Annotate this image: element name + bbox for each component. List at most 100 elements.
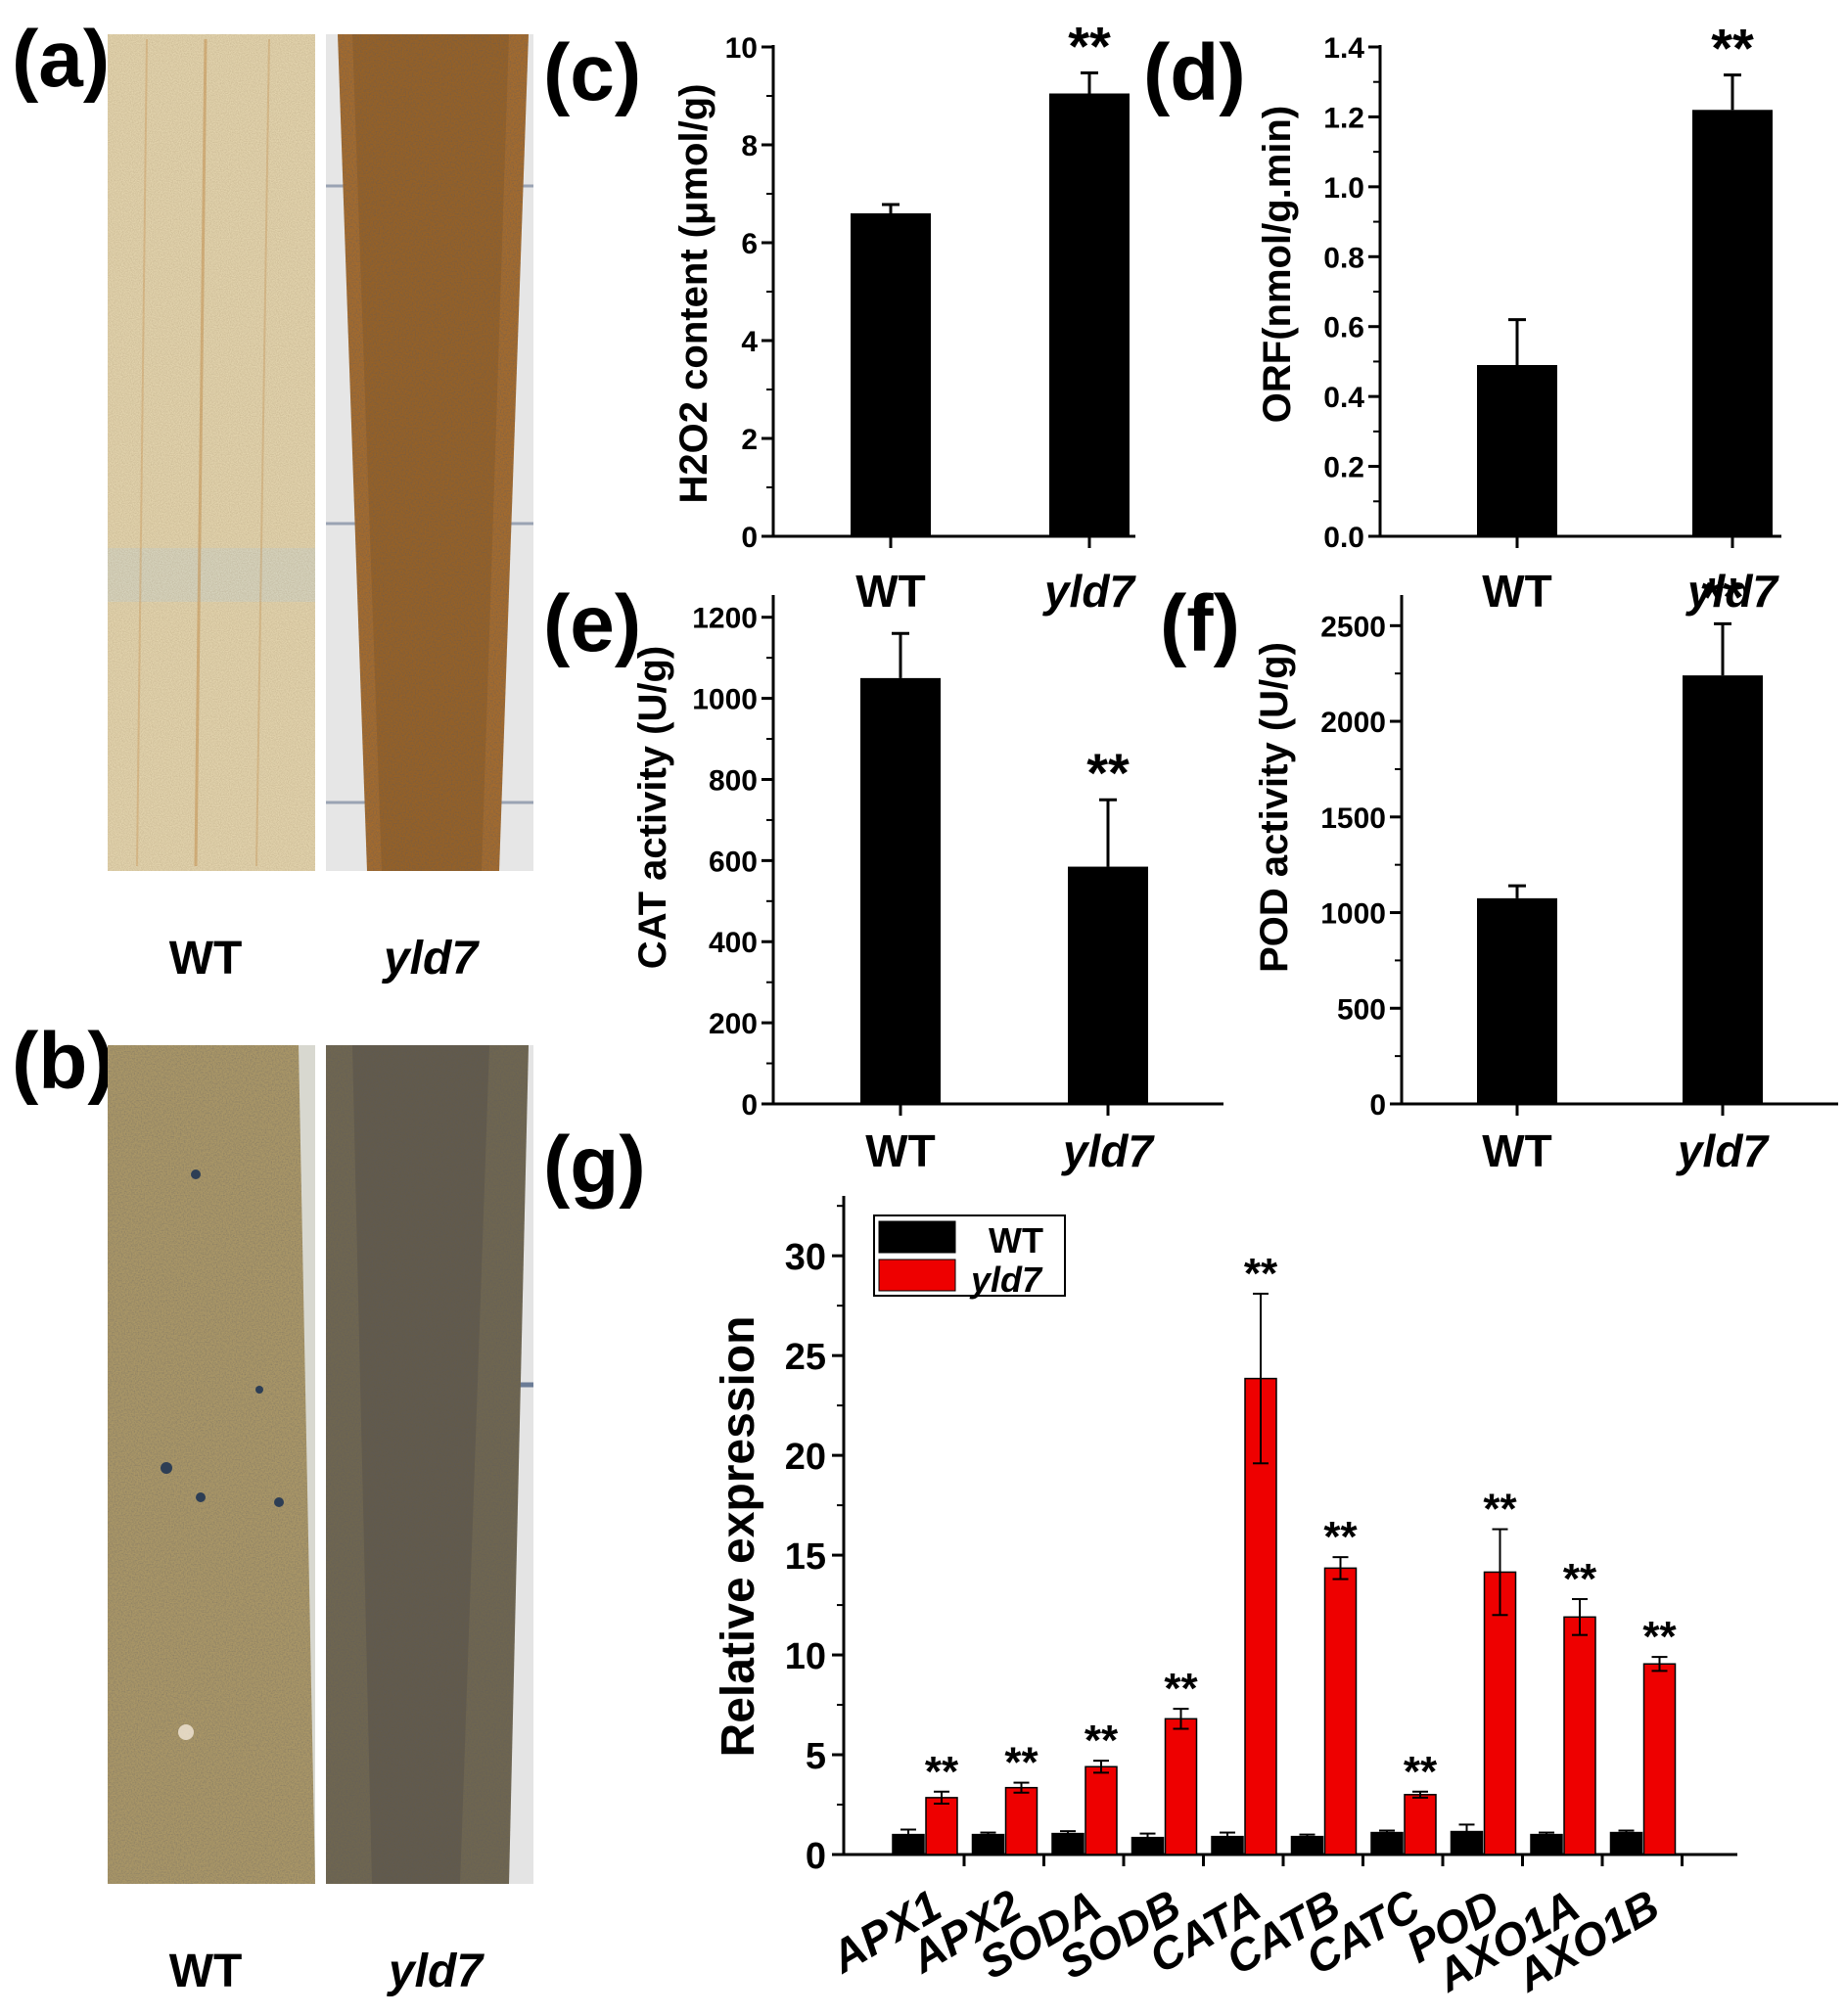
significance-marker: ** xyxy=(1323,1513,1358,1561)
y-tick-label: 8 xyxy=(741,130,758,162)
y-tick-label: 200 xyxy=(709,1008,758,1040)
chart-e-ylabel: CAT activity (U/g) xyxy=(631,646,674,969)
bar-catc-wt xyxy=(1370,1831,1404,1856)
chart-e-cat-activity: 0 200 400 600 800 1000 1200 WT yld7 ** xyxy=(692,595,1223,1176)
y-tick-label: 0.0 xyxy=(1323,522,1364,554)
y-tick-label: 600 xyxy=(709,846,758,878)
bar-apx1-yld7 xyxy=(925,1797,958,1856)
leaf-photo-yld7-nbt xyxy=(326,1045,533,1884)
y-tick-label: 1500 xyxy=(1320,802,1386,835)
x-category-label: yld7 xyxy=(1676,1125,1770,1176)
y-tick-label: 0 xyxy=(741,522,758,554)
x-category-label: yld7 xyxy=(1061,1125,1155,1176)
chart-c-ylabel: H2O2 content (μmol/g) xyxy=(672,84,715,504)
y-tick-label: 0 xyxy=(806,1836,826,1877)
y-tick-label: 500 xyxy=(1337,993,1386,1026)
y-tick-label: 30 xyxy=(785,1237,826,1278)
bar-catc-yld7 xyxy=(1404,1794,1437,1856)
y-tick-label: 20 xyxy=(785,1437,826,1478)
panel-letter-c: (c) xyxy=(543,28,641,117)
y-tick-label: 0.4 xyxy=(1323,382,1364,414)
panel-letter-e: (e) xyxy=(543,579,641,668)
significance-marker: ** xyxy=(1642,1613,1677,1661)
x-category-label: WT xyxy=(865,1125,936,1176)
bar-yld7 xyxy=(1683,675,1763,1104)
bar-wt xyxy=(860,677,941,1104)
y-tick-label: 400 xyxy=(709,927,758,959)
panel-letter-b: (b) xyxy=(12,1017,115,1106)
y-tick-label: 2500 xyxy=(1320,611,1386,643)
chart-g-ylabel: Relative expression xyxy=(713,1316,764,1758)
y-tick-label: 2000 xyxy=(1320,707,1386,739)
chart-g-relative-expression: 051015202530**APX1**APX2**SODA**SODB**CA… xyxy=(785,1196,1737,2001)
panel-letter-a: (a) xyxy=(12,15,110,104)
bar-axo1a-yld7 xyxy=(1563,1616,1596,1856)
y-tick-label: 0 xyxy=(1369,1089,1386,1122)
chart-d-ylabel: ORF(nmol/g.min) xyxy=(1256,106,1299,423)
panel-letter-g: (g) xyxy=(543,1121,646,1210)
caption-a-yld7: yld7 xyxy=(382,933,480,985)
chart-c-h2o2-content: 0 2 4 6 8 10 WT yld7 ** xyxy=(725,16,1137,618)
significance-marker: ** xyxy=(1086,742,1130,803)
bar-apx2-yld7 xyxy=(1004,1786,1038,1856)
bar-wt xyxy=(851,213,931,536)
significance-marker: ** xyxy=(1563,1555,1597,1603)
panel-letter-d: (d) xyxy=(1143,28,1246,117)
y-tick-label: 800 xyxy=(709,764,758,797)
y-tick-label: 1000 xyxy=(1320,898,1386,931)
x-category-label: yld7 xyxy=(1042,566,1136,617)
bar-wt xyxy=(1477,365,1557,536)
significance-marker: ** xyxy=(1085,1717,1119,1764)
y-tick-label: 0.6 xyxy=(1323,312,1364,344)
y-tick-label: 5 xyxy=(806,1736,826,1777)
caption-b-wt: WT xyxy=(169,1946,243,1997)
bar-catb-yld7 xyxy=(1323,1567,1358,1856)
bar-pod-yld7 xyxy=(1483,1571,1517,1856)
legend-swatch-yld7 xyxy=(878,1259,956,1292)
bar-wt xyxy=(1477,897,1557,1104)
bar-apx2-wt xyxy=(971,1833,1005,1856)
chart-f-ylabel: POD activity (U/g) xyxy=(1253,642,1296,973)
y-tick-label: 10 xyxy=(785,1636,826,1677)
y-tick-label: 1.4 xyxy=(1323,32,1364,65)
leaf-photo-wt-nbt xyxy=(108,1045,315,1884)
bar-sodb-yld7 xyxy=(1164,1718,1198,1856)
y-tick-label: 0.2 xyxy=(1323,452,1364,484)
legend-swatch-wt xyxy=(878,1220,956,1254)
y-tick-label: 1200 xyxy=(692,603,758,635)
y-tick-label: 6 xyxy=(741,228,758,260)
significance-marker: ** xyxy=(1164,1665,1198,1713)
significance-marker: ** xyxy=(1244,1250,1278,1298)
leaf-photo-yld7-dab xyxy=(326,34,533,871)
x-category-label: yld7 xyxy=(1685,566,1779,617)
legend-label-yld7: yld7 xyxy=(969,1260,1043,1300)
significance-marker: ** xyxy=(1068,16,1111,77)
y-tick-label: 4 xyxy=(741,326,758,358)
bar-axo1b-wt xyxy=(1609,1831,1643,1856)
y-tick-label: 1000 xyxy=(692,684,758,716)
caption-a-wt: WT xyxy=(169,933,243,985)
significance-marker: ** xyxy=(1483,1486,1517,1534)
chart-d-orf: 0.0 0.2 0.4 0.6 0.8 1.0 1.2 1.4 WT yld7 ** xyxy=(1323,18,1781,617)
y-tick-label: 2 xyxy=(741,424,758,456)
y-tick-label: 0.8 xyxy=(1323,242,1364,274)
y-tick-label: 0 xyxy=(741,1089,758,1122)
y-tick-label: 1.2 xyxy=(1323,102,1364,134)
bar-axo1a-wt xyxy=(1530,1833,1563,1856)
legend-label-wt: WT xyxy=(989,1220,1043,1260)
leaf-photo-wt-dab xyxy=(108,34,315,871)
bar-yld7 xyxy=(1692,110,1773,537)
significance-marker: ** xyxy=(1004,1739,1038,1787)
bar-yld7 xyxy=(1049,93,1130,536)
bar-yld7 xyxy=(1068,866,1148,1104)
bar-axo1b-yld7 xyxy=(1642,1663,1677,1856)
y-tick-label: 1.0 xyxy=(1323,172,1364,205)
x-category-label: WT xyxy=(855,566,926,617)
x-category-label: WT xyxy=(1482,566,1552,617)
y-tick-label: 10 xyxy=(725,32,758,65)
chart-g-legend: WT yld7 xyxy=(873,1214,1066,1300)
significance-marker: ** xyxy=(1711,18,1754,79)
significance-marker: ** xyxy=(1701,566,1744,627)
